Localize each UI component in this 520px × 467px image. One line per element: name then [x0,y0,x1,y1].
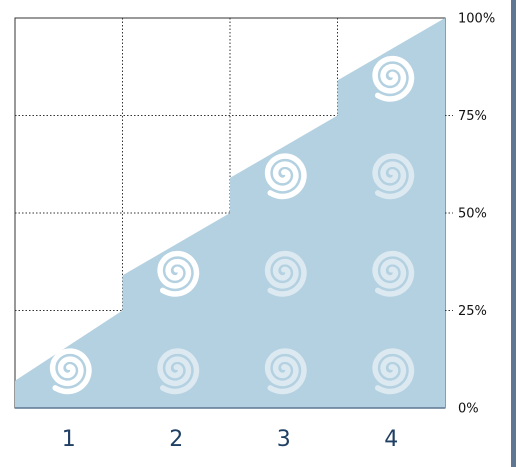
tick-layer: 0% 25% 50% 75% 100% [445,12,495,417]
spiral-icon-faded [264,348,307,395]
spiral-icon-active [49,348,92,395]
spiral-icon-active [157,250,200,297]
spiral-icon-active [372,55,415,102]
spiral-icon-faded [372,153,415,200]
spiral-layer [49,55,415,395]
x-tick-label: 3 [277,427,291,452]
category-layer: 1 2 3 4 [62,427,399,452]
y-tick-label: 0% [458,402,479,417]
area-fill [15,18,445,408]
axis-layer [15,0,516,467]
y-tick-label: 50% [458,207,487,222]
y-tick-label: 100% [458,12,495,27]
right-edge-bar [511,0,516,467]
x-tick-label: 1 [62,427,76,452]
spiral-icon-active [264,153,307,200]
area-layer [15,18,445,408]
spiral-icon-faded [372,250,415,297]
y-tick-label: 75% [458,109,487,124]
spiral-icon-faded [157,348,200,395]
y-tick-label: 25% [458,304,487,319]
spiral-icon-faded [372,348,415,395]
x-tick-label: 2 [169,427,183,452]
spiral-icon-faded [264,250,307,297]
x-tick-label: 4 [384,427,398,452]
